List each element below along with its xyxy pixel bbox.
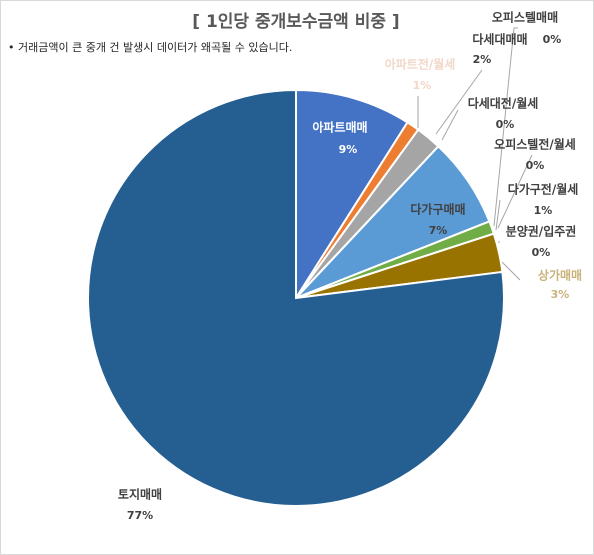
leader-line xyxy=(441,109,459,141)
value-label: 1% xyxy=(534,204,553,217)
leader-lines xyxy=(417,27,533,281)
slice-label: 아파트전/월세 xyxy=(385,57,456,72)
leader-line xyxy=(501,261,521,281)
value-label: 1% xyxy=(413,79,432,92)
value-label: 0% xyxy=(526,159,545,172)
slice-label: 오피스텔전/월세 xyxy=(494,137,576,152)
slice-label: 상가매매 xyxy=(538,268,582,283)
leader-line xyxy=(493,27,518,227)
slice-label: 분양권/입주권 xyxy=(506,224,577,239)
slice-label: 아파트매매 xyxy=(312,120,367,135)
leader-line xyxy=(435,69,483,135)
value-label: 0% xyxy=(543,33,562,46)
slice-label: 다가구전/월세 xyxy=(508,182,579,197)
leader-line xyxy=(495,199,501,231)
pie-slice xyxy=(87,88,505,507)
value-label: 0% xyxy=(496,118,515,131)
value-label: 2% xyxy=(473,53,492,66)
value-label: 3% xyxy=(551,288,570,301)
pie xyxy=(87,88,505,507)
chart-subtitle: • 거래금액이 큰 중개 건 발생시 데이터가 왜곡될 수 있습니다. xyxy=(8,40,292,54)
slice-label: 오피스텔매매 xyxy=(492,10,558,25)
slice-label: 토지매매 xyxy=(118,487,162,502)
slice-label: 다세대매매 xyxy=(472,32,527,47)
value-label: 9% xyxy=(339,143,358,156)
pie-slice xyxy=(295,88,409,302)
slice-label: 다가구매매 xyxy=(410,202,465,217)
value-label: 7% xyxy=(429,224,448,237)
value-label: 0% xyxy=(532,246,551,259)
value-label: 77% xyxy=(127,509,153,522)
slice-label: 다세대전/월세 xyxy=(468,96,539,111)
chart-title: [ 1인당 중개보수금액 비중 ] xyxy=(192,12,399,32)
leader-line xyxy=(497,154,533,229)
